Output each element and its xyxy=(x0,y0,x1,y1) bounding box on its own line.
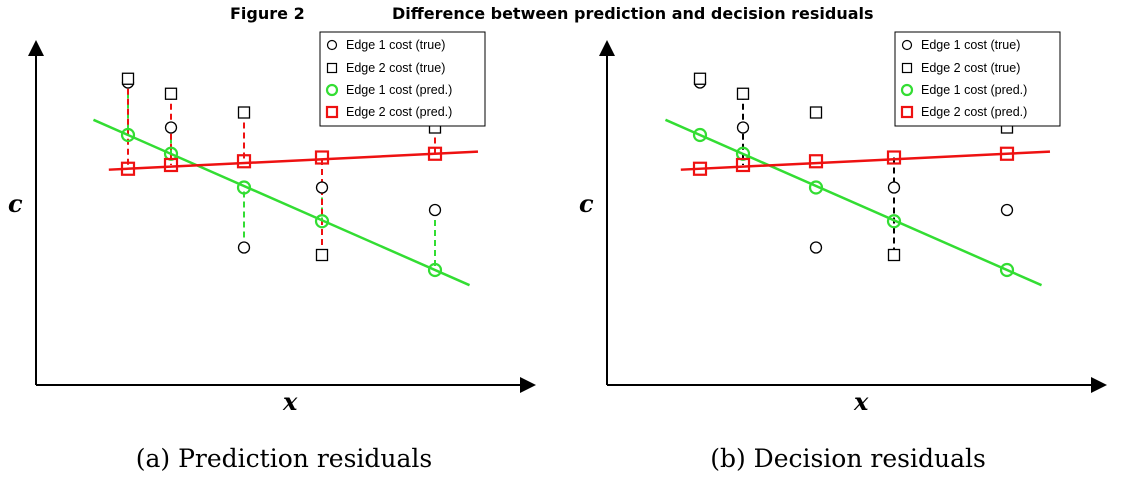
edge1-pred-point xyxy=(808,180,824,195)
legend-edge2-true-label: Edge 2 cost (true) xyxy=(921,61,1020,75)
legend-edge2-pred-label: Edge 2 cost (pred.) xyxy=(346,105,452,119)
edge2-true-point xyxy=(237,106,251,119)
legend-edge2-true-marker xyxy=(901,62,913,74)
edge1-pred-point xyxy=(427,262,443,278)
edge1-true-point xyxy=(164,121,178,134)
edge1-pred-point xyxy=(886,214,902,229)
edge1-pred-point xyxy=(692,127,708,143)
edge2-pred-point xyxy=(886,150,902,165)
caption-b: (b) Decision residuals xyxy=(710,444,986,473)
legend-edge2-pred-marker xyxy=(900,105,914,119)
edge2-pred-point xyxy=(427,146,443,161)
edge1-pred-point xyxy=(999,262,1015,278)
y-axis-label: c xyxy=(579,189,594,218)
edge2-true-point xyxy=(693,72,707,85)
edge1-true-point xyxy=(736,121,750,134)
edge2-pred-point xyxy=(120,161,136,176)
legend-edge2-pred-label: Edge 2 cost (pred.) xyxy=(921,105,1027,119)
legend-edge2-true-label: Edge 2 cost (true) xyxy=(346,61,445,75)
x-axis-label: x xyxy=(853,387,869,416)
edge1-pred-line xyxy=(92,118,471,287)
edge2-pred-point xyxy=(999,146,1015,161)
legend: Edge 1 cost (true) Edge 2 cost (true) Ed… xyxy=(894,31,1061,127)
edge1-pred-point xyxy=(236,180,252,195)
edge2-true-point xyxy=(315,248,329,262)
legend-edge1-true-marker xyxy=(326,39,338,51)
legend-edge2-true-marker xyxy=(326,62,338,74)
edge2-pred-point xyxy=(163,157,179,173)
legend-edge1-pred-marker xyxy=(325,83,339,97)
legend-edge1-pred-marker xyxy=(900,83,914,97)
edge2-pred-point xyxy=(236,154,252,169)
edge2-pred-point xyxy=(314,150,330,165)
edge2-true-point xyxy=(164,87,178,100)
edge1-true-point xyxy=(237,241,251,254)
edge2-pred-line xyxy=(108,150,479,171)
legend-edge1-true-label: Edge 1 cost (true) xyxy=(346,38,445,52)
edge2-true-point xyxy=(736,87,750,100)
edge2-pred-line xyxy=(680,150,1051,171)
figure-title: Difference between prediction and decisi… xyxy=(392,4,874,23)
edge1-true-point xyxy=(809,241,823,254)
y-axis-label: c xyxy=(8,189,23,218)
figure-title-prefix: Figure 2 xyxy=(230,4,305,23)
legend-edge1-true-label: Edge 1 cost (true) xyxy=(921,38,1020,52)
caption-a: (a) Prediction residuals xyxy=(136,444,432,473)
edge1-pred-point xyxy=(120,127,136,143)
edge1-pred-point xyxy=(314,214,330,229)
edge1-true-point xyxy=(315,181,329,194)
legend-edge1-pred-label: Edge 1 cost (pred.) xyxy=(921,83,1027,97)
legend-edge1-true-marker xyxy=(901,39,913,51)
edge2-true-point xyxy=(809,106,823,119)
edge2-pred-point xyxy=(692,161,708,176)
edge1-true-point xyxy=(1000,203,1014,217)
edge2-pred-point xyxy=(735,157,751,173)
edge2-true-point xyxy=(121,72,135,85)
edge2-true-point xyxy=(887,248,901,262)
x-axis-label: x xyxy=(282,387,298,416)
edge1-true-point xyxy=(887,181,901,194)
edge2-pred-point xyxy=(808,154,824,169)
panel-decision-residuals: c x Edge 1 cost (true) Edge 2 cost (true… xyxy=(579,31,1107,473)
legend-box xyxy=(894,31,1061,127)
panel-prediction-residuals: c x Edge 1 cost (true) Edge 2 cost (true… xyxy=(8,31,536,473)
edge1-pred-line xyxy=(664,118,1043,287)
legend: Edge 1 cost (true) Edge 2 cost (true) Ed… xyxy=(319,31,486,127)
edge1-true-point xyxy=(428,203,442,217)
legend-box xyxy=(319,31,486,127)
legend-edge2-pred-marker xyxy=(325,105,339,119)
legend-edge1-pred-label: Edge 1 cost (pred.) xyxy=(346,83,452,97)
